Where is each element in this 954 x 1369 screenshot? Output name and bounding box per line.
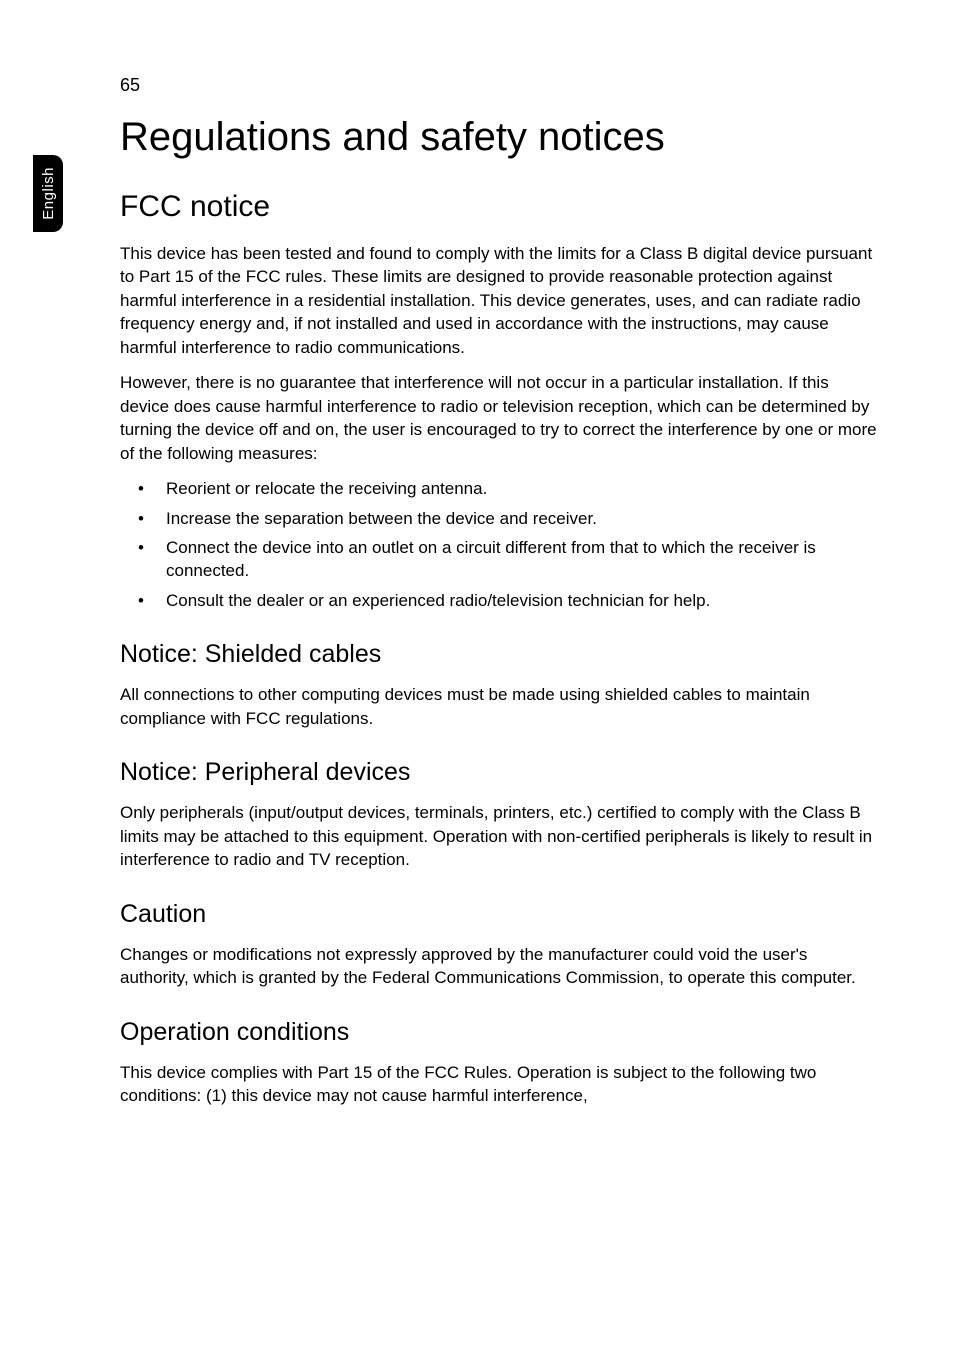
subsection-heading: Notice: Peripheral devices	[120, 758, 880, 787]
subsection-heading: Caution	[120, 900, 880, 929]
body-paragraph: All connections to other computing devic…	[120, 683, 880, 730]
section-heading-fcc: FCC notice	[120, 190, 880, 224]
list-item: Consult the dealer or an experienced rad…	[166, 589, 880, 612]
body-paragraph: Only peripherals (input/output devices, …	[120, 801, 880, 871]
page-title: Regulations and safety notices	[120, 115, 880, 160]
list-item: Increase the separation between the devi…	[166, 507, 880, 530]
language-tab-label: English	[40, 167, 57, 220]
body-paragraph: Changes or modifications not expressly a…	[120, 943, 880, 990]
bullet-list: Reorient or relocate the receiving anten…	[120, 477, 880, 612]
body-paragraph: This device has been tested and found to…	[120, 242, 880, 359]
page-content: Regulations and safety notices FCC notic…	[120, 115, 880, 1119]
page-number: 65	[120, 75, 140, 96]
body-paragraph: This device complies with Part 15 of the…	[120, 1061, 880, 1108]
subsection-heading: Operation conditions	[120, 1018, 880, 1047]
language-tab: English	[33, 155, 63, 232]
body-paragraph: However, there is no guarantee that inte…	[120, 371, 880, 465]
list-item: Connect the device into an outlet on a c…	[166, 536, 880, 583]
subsection-heading: Notice: Shielded cables	[120, 640, 880, 669]
list-item: Reorient or relocate the receiving anten…	[166, 477, 880, 500]
